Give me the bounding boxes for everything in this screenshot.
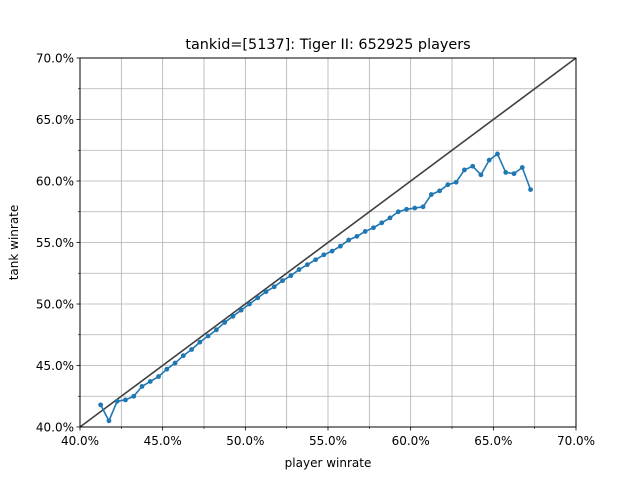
- data-point: [470, 163, 476, 169]
- x-axis-label: player winrate: [285, 456, 372, 470]
- data-point: [147, 379, 153, 384]
- data-point: [528, 187, 533, 193]
- data-point: [486, 157, 492, 163]
- data-point: [255, 295, 261, 301]
- y-tick-label: 50.0%: [36, 298, 74, 312]
- reference-diagonal-line: [79, 57, 577, 428]
- x-tick-label: 45.0%: [144, 434, 182, 448]
- data-point: [189, 347, 195, 352]
- data-point: [296, 267, 302, 272]
- data-point: [412, 205, 418, 211]
- data-point: [139, 384, 145, 389]
- data-point: [247, 301, 252, 307]
- data-point: [288, 273, 294, 279]
- data-point: [338, 243, 343, 249]
- reference-line: [79, 57, 577, 428]
- y-axis-ticks: 40.0% 45.0% 50.0% 55.0% 60.0% 65.0% 70.0%: [36, 52, 80, 435]
- data-point: [131, 393, 137, 399]
- data-point: [379, 220, 385, 226]
- x-tick-label: 40.0%: [61, 434, 99, 448]
- data-point: [172, 360, 178, 366]
- data-point: [304, 262, 310, 268]
- data-point: [214, 327, 219, 333]
- data-point: [462, 167, 467, 173]
- data-point: [321, 252, 327, 258]
- x-tick-label: 65.0%: [474, 434, 512, 448]
- data-point: [453, 179, 459, 185]
- data-point: [428, 192, 434, 197]
- x-tick-label: 55.0%: [309, 434, 347, 448]
- data-point: [404, 206, 409, 212]
- x-tick-label: 60.0%: [392, 434, 430, 448]
- data-point: [445, 182, 451, 188]
- x-tick-label: 70.0%: [557, 434, 595, 448]
- y-tick-label: 65.0%: [36, 113, 74, 127]
- data-point: [263, 289, 269, 295]
- data-point: [271, 284, 277, 290]
- data-point: [503, 169, 509, 175]
- data-point: [495, 151, 500, 157]
- y-tick-label: 60.0%: [36, 175, 74, 189]
- x-axis-ticks: 40.0% 45.0% 50.0% 55.0% 60.0% 65.0% 70.0%: [61, 427, 595, 448]
- data-point: [362, 229, 368, 234]
- data-point: [395, 209, 401, 215]
- data-point: [313, 257, 318, 263]
- data-point: [123, 397, 128, 403]
- data-point: [519, 165, 525, 170]
- data-point: [371, 225, 376, 231]
- y-tick-label: 70.0%: [36, 52, 74, 66]
- x-tick-label: 50.0%: [226, 434, 264, 448]
- data-point: [164, 366, 170, 372]
- data-point: [280, 278, 285, 284]
- data-point: [420, 204, 426, 210]
- y-tick-label: 45.0%: [36, 359, 74, 373]
- data-point: [387, 215, 393, 221]
- data-point: [511, 171, 517, 177]
- data-point: [478, 172, 484, 178]
- data-point: [222, 320, 228, 325]
- data-point: [197, 339, 203, 345]
- data-point: [114, 398, 120, 404]
- data-point: [329, 248, 335, 254]
- data-point: [238, 307, 244, 313]
- data-point: [180, 353, 186, 359]
- data-point: [437, 188, 442, 194]
- data-point: [106, 418, 112, 424]
- data-point: [98, 402, 104, 408]
- y-tick-label: 40.0%: [36, 421, 74, 435]
- data-series: [98, 151, 533, 424]
- y-tick-label: 55.0%: [36, 236, 74, 250]
- data-point: [346, 237, 352, 243]
- data-point: [230, 313, 236, 319]
- chart-title: tankid=[5137]: Tiger II: 652925 players: [185, 37, 470, 53]
- y-axis-label: tank winrate: [7, 205, 21, 281]
- data-point: [205, 333, 211, 339]
- data-point: [354, 233, 360, 239]
- data-point: [156, 374, 161, 379]
